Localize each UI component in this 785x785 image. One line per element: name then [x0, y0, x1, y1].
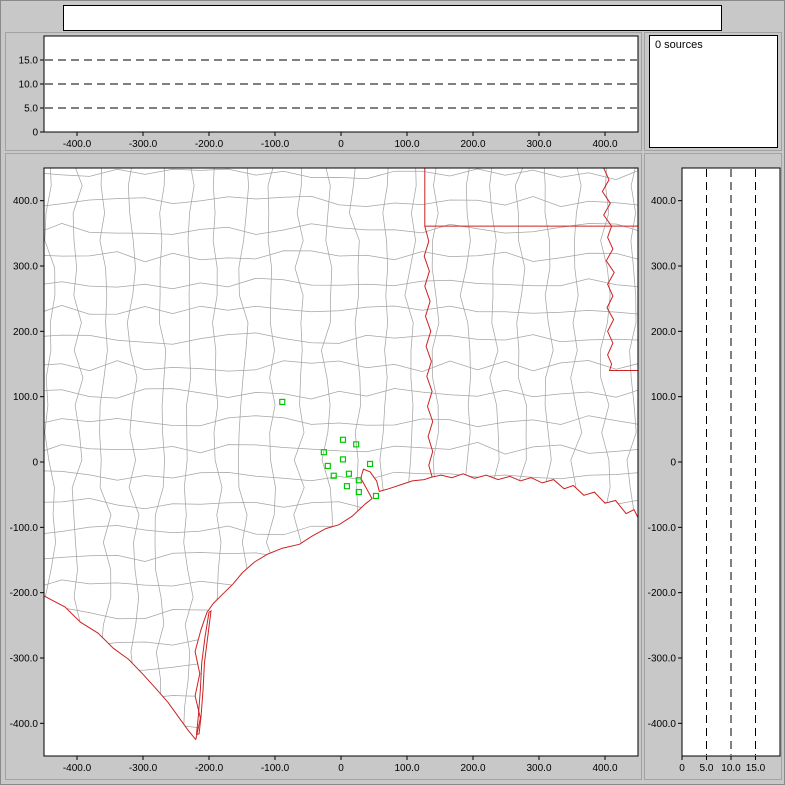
y-axis: 400.0 300.0 200.0 100.0 0 -100.0 -200.0 -300.0 -… — [10, 196, 44, 730]
altitude-gridlines — [706, 169, 756, 755]
tick-label: 200.0 — [651, 327, 676, 338]
tick-label: 400.0 — [592, 763, 617, 774]
tick-label: 0 — [32, 458, 38, 469]
tick-label: 200.0 — [460, 763, 485, 774]
tick-label: 0 — [670, 458, 676, 469]
lma-station-marker — [355, 477, 362, 484]
plot-area — [43, 35, 639, 133]
lma-station-marker — [324, 462, 331, 470]
state-border-line — [194, 468, 639, 740]
tick-label: 300.0 — [526, 763, 551, 774]
tick-label: 15.0 — [746, 763, 766, 774]
tick-label: 0 — [338, 139, 344, 150]
tick-label: -200.0 — [195, 139, 224, 150]
tick-label: -200.0 — [648, 588, 677, 599]
tick-label: 100.0 — [394, 763, 419, 774]
tick-label: 15.0 — [19, 56, 39, 67]
alt-vs-ew-plot: 15.0 10.0 5.0 0 -400.0 -300.0 -200.0 -100.0 0 100… — [19, 35, 639, 150]
map-panel: -400.0 -300.0 -200.0 -100.0 0 100.0 200.0 300.0… — [5, 153, 642, 780]
tick-label: 200.0 — [13, 327, 38, 338]
alt-vs-ns-plot: 0 5.0 10.0 15.0 400.0 300.0 200.0 100.0 0 -100.0 -… — [648, 167, 781, 774]
tick-label: -300.0 — [648, 654, 677, 665]
tick-label: -300.0 — [10, 654, 39, 665]
tick-label: -400.0 — [63, 763, 92, 774]
tick-label: -100.0 — [261, 139, 290, 150]
x-axis: -400.0 -300.0 -200.0 -100.0 0 100.0 200.0 300.0… — [63, 756, 618, 774]
tick-label: 100.0 — [13, 392, 38, 403]
x-axis: -400.0 -300.0 -200.0 -100.0 0 100.0 200.0 300.0… — [63, 132, 618, 150]
state-borders — [43, 167, 639, 741]
lma-station-marker — [279, 398, 286, 405]
sources-panel: 0 sources — [644, 32, 782, 151]
tick-label: 0 — [32, 128, 38, 139]
lma-stations — [279, 398, 380, 500]
tick-label: -100.0 — [261, 763, 290, 774]
alt-vs-ns-panel: 0 5.0 10.0 15.0 400.0 300.0 200.0 100.0 0 -100.0 -… — [644, 153, 782, 780]
tick-label: 0 — [679, 763, 685, 774]
tick-label: 100.0 — [394, 139, 419, 150]
y-axis: 400.0 300.0 200.0 100.0 0 -100.0 -200.0 -300.0 -… — [648, 196, 682, 730]
lma-station-marker — [372, 492, 380, 500]
tick-label: 10.0 — [721, 763, 741, 774]
tick-label: -400.0 — [10, 719, 39, 730]
barrier-island — [195, 609, 212, 736]
tick-label: -400.0 — [63, 139, 92, 150]
tick-label: 300.0 — [13, 262, 38, 273]
tick-label: -200.0 — [195, 763, 224, 774]
y-axis: 15.0 10.0 5.0 0 — [19, 56, 44, 139]
lma-station-marker — [339, 436, 347, 443]
tick-label: 5.0 — [24, 104, 38, 115]
lma-station-marker — [343, 483, 351, 490]
tick-label: 400.0 — [651, 196, 676, 207]
tick-label: 0 — [338, 763, 344, 774]
state-border-line — [43, 595, 197, 741]
altitude-gridlines — [45, 59, 637, 109]
sources-count-box: 0 sources — [649, 35, 778, 148]
lma-station-marker — [339, 456, 347, 463]
lma-station-marker — [320, 449, 327, 456]
tick-label: -200.0 — [10, 588, 39, 599]
tick-label: -100.0 — [648, 523, 677, 534]
plan-view-map: -400.0 -300.0 -200.0 -100.0 0 100.0 200.0 300.0… — [10, 167, 639, 774]
lma-station-marker — [366, 460, 374, 468]
tick-label: 300.0 — [526, 139, 551, 150]
state-border-line — [423, 225, 434, 478]
tick-label: 200.0 — [460, 139, 485, 150]
tick-label: -400.0 — [648, 719, 677, 730]
x-axis: 0 5.0 10.0 15.0 — [679, 756, 766, 774]
lma-station-marker — [345, 470, 353, 477]
tick-label: -300.0 — [129, 763, 158, 774]
lma-station-marker — [330, 472, 337, 479]
tick-label: 100.0 — [651, 392, 676, 403]
tick-label: -100.0 — [10, 523, 39, 534]
sources-count-label: 0 sources — [655, 39, 703, 51]
tick-label: 300.0 — [651, 262, 676, 273]
state-border-line — [601, 167, 638, 371]
tick-label: -300.0 — [129, 139, 158, 150]
tick-label: 400.0 — [592, 139, 617, 150]
lma-station-marker — [355, 488, 362, 496]
tick-label: 400.0 — [13, 196, 38, 207]
lma-station-marker — [353, 441, 360, 448]
title-bar: Houston Lightning Mapping Array 0500-060… — [63, 5, 722, 50]
tick-label: 10.0 — [19, 80, 39, 91]
tick-label: 5.0 — [700, 763, 714, 774]
alt-vs-ew-panel: 15.0 10.0 5.0 0 -400.0 -300.0 -200.0 -100.0 0 100… — [5, 32, 642, 151]
